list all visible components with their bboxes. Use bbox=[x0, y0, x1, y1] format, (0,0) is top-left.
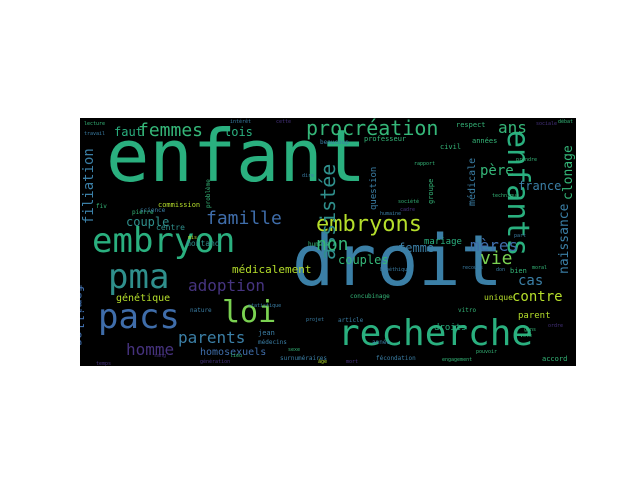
word-nature: nature bbox=[190, 307, 212, 314]
word-mis: mis bbox=[188, 235, 198, 241]
word-fiv: fiv bbox=[96, 203, 107, 210]
word-medicalement: médicalement bbox=[232, 263, 312, 276]
word-bioethique: bioéthique bbox=[380, 267, 411, 273]
word-parents: parents bbox=[178, 328, 246, 347]
word-annees: années bbox=[472, 137, 498, 145]
word-interet: intérêt bbox=[230, 119, 252, 125]
word-enfant: enfant bbox=[106, 118, 367, 198]
word-question: question bbox=[369, 166, 379, 210]
word-lois: lois bbox=[224, 125, 253, 139]
word-temps: temps bbox=[96, 361, 112, 367]
word-lieu: lieu bbox=[230, 353, 243, 359]
word-genetique: génétique bbox=[116, 293, 171, 304]
word-droit: droit bbox=[292, 220, 503, 302]
word-surnumeraires: surnuméraires bbox=[280, 355, 327, 362]
word-lecture: lecture bbox=[84, 121, 106, 127]
word-couple: couple bbox=[126, 215, 170, 229]
word-pma: pma bbox=[108, 257, 170, 297]
word-loi: loi bbox=[222, 295, 277, 330]
word-civil: civil bbox=[440, 143, 462, 151]
word-article: article bbox=[338, 317, 364, 324]
word-concubinage: concubinage bbox=[350, 293, 390, 300]
word-cas: cas bbox=[518, 273, 544, 289]
word-societe: société bbox=[398, 199, 420, 205]
word-sociale: sociale bbox=[536, 121, 558, 127]
word-adoption: adoption bbox=[188, 276, 266, 295]
word-non: non bbox=[316, 234, 349, 255]
word-travail: travail bbox=[84, 131, 106, 137]
word-annee: année bbox=[372, 339, 391, 346]
word-humain: humain bbox=[308, 241, 330, 248]
word-mariage: mariage bbox=[424, 237, 462, 247]
word-homosexuels: homosexuels bbox=[200, 347, 267, 358]
word-don: don bbox=[496, 267, 506, 273]
word-respect: respect bbox=[456, 121, 486, 129]
word-parent: parent bbox=[518, 311, 551, 321]
word-pouvoir: pouvoir bbox=[476, 349, 498, 355]
word-vitro: vitro bbox=[458, 307, 477, 314]
word-probleme: problème bbox=[205, 179, 212, 208]
word-couples: couples bbox=[338, 253, 389, 267]
word-statistique: statistique bbox=[248, 303, 282, 309]
word-gens: gens bbox=[524, 327, 537, 333]
word-projet: projet bbox=[306, 317, 325, 323]
word-france: france bbox=[518, 179, 562, 193]
word-dire: dire bbox=[302, 173, 315, 179]
word-centre: centre bbox=[156, 223, 185, 232]
word-pere: père bbox=[480, 163, 514, 179]
word-ans: ans bbox=[498, 118, 527, 137]
word-embryons: embryons bbox=[316, 212, 422, 237]
word-beaucoup: beaucoup bbox=[320, 139, 349, 146]
word-medecins: médecins bbox=[258, 339, 287, 346]
word-cette: cette bbox=[276, 119, 292, 125]
word-part: part bbox=[514, 233, 527, 239]
word-mort: mort bbox=[346, 359, 359, 365]
word-vie: vie bbox=[480, 248, 513, 269]
word-fecondation: fécondation bbox=[376, 355, 416, 362]
word-cloud: enfant droit recherche embryon pacs pma … bbox=[80, 118, 576, 366]
word-groupe: groupe bbox=[427, 178, 435, 204]
word-medicale: médicale bbox=[467, 157, 478, 206]
word-clonage: clonage bbox=[561, 145, 576, 200]
word-droits: droits bbox=[434, 323, 467, 333]
word-femmes: femmes bbox=[138, 120, 204, 141]
word-pierre: pierre bbox=[132, 209, 154, 216]
word-commission: commission bbox=[158, 201, 201, 209]
word-humaine: humaine bbox=[380, 211, 402, 217]
word-engagement: engagement bbox=[442, 357, 473, 363]
word-generation: génération bbox=[200, 359, 231, 365]
word-recherche: recherche bbox=[338, 313, 534, 354]
word-accord: accord bbox=[542, 355, 568, 363]
word-meres: mères bbox=[470, 236, 519, 255]
word-naissance: naissance bbox=[557, 203, 572, 274]
word-vote: vote bbox=[520, 333, 533, 339]
word-moral: moral bbox=[532, 265, 548, 271]
word-bien: bien bbox=[510, 267, 527, 275]
word-cadre: cadre bbox=[400, 207, 416, 213]
word-famille: famille bbox=[206, 208, 282, 229]
word-professeur: professeur bbox=[364, 135, 407, 143]
word-sang: sang bbox=[154, 353, 167, 359]
word-science: science bbox=[140, 207, 166, 214]
word-debat: débat bbox=[558, 119, 574, 125]
word-contre: contre bbox=[512, 289, 563, 305]
word-pacs: pacs bbox=[98, 297, 180, 337]
word-embryon: embryon bbox=[92, 221, 236, 261]
word-homme: homme bbox=[126, 340, 175, 359]
word-faut: faut bbox=[114, 125, 143, 139]
word-ordre: ordre bbox=[548, 323, 564, 329]
word-sexe: sexe bbox=[288, 347, 301, 353]
word-familles: familles bbox=[80, 284, 85, 347]
word-recours: recours bbox=[462, 265, 484, 271]
word-unique: unique bbox=[484, 293, 513, 302]
word-prendre: prendre bbox=[516, 157, 538, 163]
word-rapport: rapport bbox=[414, 161, 436, 167]
word-filiation: filiation bbox=[81, 148, 97, 224]
word-montand: montand bbox=[186, 239, 220, 248]
word-procreation: procréation bbox=[306, 118, 439, 140]
word-age: âge bbox=[318, 359, 328, 365]
word-femme: femme bbox=[398, 241, 435, 255]
word-jean: jean bbox=[258, 329, 275, 337]
word-technique: technique bbox=[492, 193, 520, 199]
